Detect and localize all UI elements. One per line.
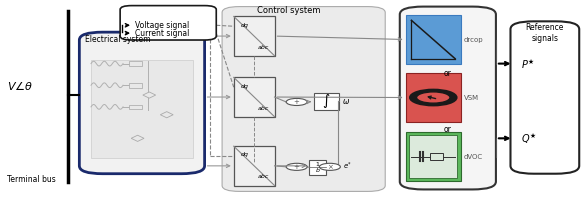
- Circle shape: [319, 163, 340, 170]
- Text: b: b: [315, 168, 319, 173]
- FancyBboxPatch shape: [79, 32, 204, 174]
- FancyBboxPatch shape: [222, 7, 385, 191]
- Bar: [406, 132, 461, 181]
- Bar: [430, 153, 443, 160]
- Bar: [234, 16, 274, 56]
- Text: abc: abc: [258, 45, 269, 50]
- Text: dq: dq: [241, 84, 249, 89]
- Circle shape: [286, 98, 307, 106]
- Text: $e^{*}$: $e^{*}$: [343, 161, 352, 172]
- Circle shape: [286, 163, 307, 170]
- Text: $P^{\bigstar}$: $P^{\bigstar}$: [521, 57, 535, 70]
- Text: Terminal bus: Terminal bus: [6, 175, 55, 184]
- Polygon shape: [143, 92, 156, 98]
- Text: Control system: Control system: [257, 6, 321, 15]
- Text: abc: abc: [258, 106, 269, 110]
- Bar: [129, 105, 142, 109]
- Bar: [409, 135, 457, 178]
- Text: $\omega$: $\omega$: [342, 97, 350, 106]
- Bar: [129, 61, 142, 66]
- Text: Reference
signals: Reference signals: [526, 23, 564, 43]
- Text: VSM: VSM: [464, 94, 479, 101]
- Text: $\int$: $\int$: [322, 92, 331, 110]
- Text: dVOC: dVOC: [464, 153, 483, 160]
- FancyBboxPatch shape: [120, 6, 216, 40]
- FancyBboxPatch shape: [400, 7, 496, 189]
- Bar: [234, 77, 274, 117]
- Text: Voltage signal: Voltage signal: [135, 21, 189, 30]
- Text: ×: ×: [327, 164, 333, 170]
- Text: abc: abc: [258, 174, 269, 179]
- FancyBboxPatch shape: [510, 21, 579, 174]
- Text: dq: dq: [241, 23, 249, 28]
- Bar: [234, 146, 274, 186]
- Text: Current signal: Current signal: [135, 29, 189, 38]
- Bar: [314, 93, 339, 110]
- Text: +: +: [294, 99, 300, 105]
- Circle shape: [410, 90, 457, 105]
- Text: Electrical system: Electrical system: [85, 35, 151, 44]
- Text: or: or: [444, 69, 452, 78]
- Bar: [91, 60, 193, 158]
- Text: or: or: [444, 125, 452, 134]
- Polygon shape: [161, 112, 173, 118]
- Circle shape: [416, 92, 450, 103]
- Bar: [406, 15, 461, 64]
- Text: $Q^{\bigstar}$: $Q^{\bigstar}$: [521, 131, 537, 146]
- Text: dq: dq: [241, 152, 249, 157]
- Polygon shape: [131, 135, 144, 141]
- Bar: [310, 160, 326, 175]
- Bar: [406, 73, 461, 122]
- Text: drcop: drcop: [464, 36, 484, 43]
- Bar: [129, 83, 142, 88]
- Text: 1: 1: [316, 162, 319, 167]
- Text: $V\angle\theta$: $V\angle\theta$: [6, 79, 33, 92]
- Text: +: +: [294, 164, 300, 170]
